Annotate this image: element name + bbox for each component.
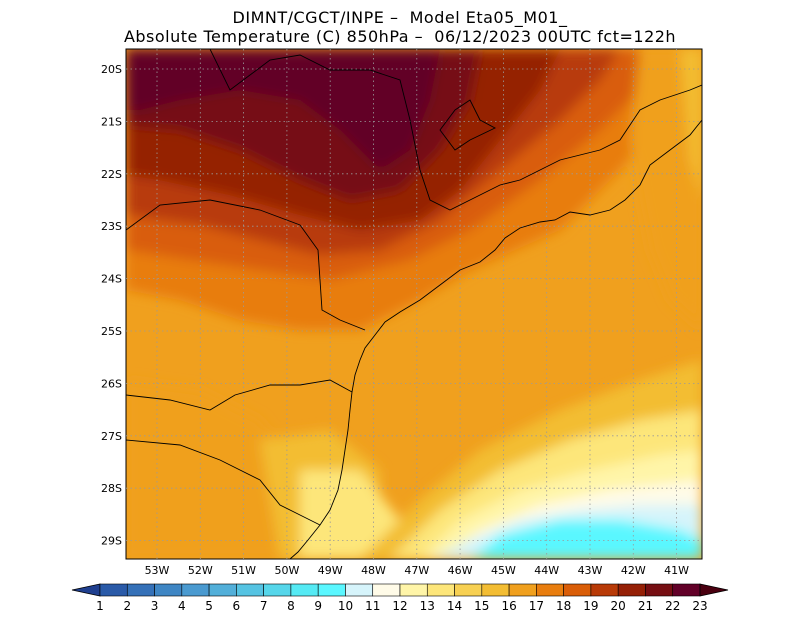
state-border-sc-rs bbox=[126, 439, 321, 526]
colorbar-segment bbox=[454, 583, 483, 597]
lat-label: 25S bbox=[101, 325, 122, 338]
longitude-labels: 53W 52W 51W 50W 49W 48W 47W 46W 45W 44W 43W 42W 41W bbox=[145, 564, 690, 577]
lat-lon-grid bbox=[126, 49, 702, 559]
lon-label: 49W bbox=[318, 564, 343, 577]
colorbar-segment bbox=[236, 583, 264, 597]
colorbar-tick-label: 19 bbox=[583, 599, 598, 613]
lon-label: 47W bbox=[404, 564, 429, 577]
lat-label: 21S bbox=[101, 115, 122, 128]
reservoir-outline bbox=[439, 99, 496, 151]
colorbar-tick-label: 11 bbox=[365, 599, 380, 613]
colorbar-tick-label: 21 bbox=[638, 599, 653, 613]
lon-label: 41W bbox=[664, 564, 689, 577]
colorbar-tick-label: 8 bbox=[287, 599, 295, 613]
coastline-borders bbox=[126, 49, 702, 559]
colorbar-segment bbox=[181, 583, 210, 597]
lat-label: 22S bbox=[101, 168, 122, 181]
latitude-labels: 20S 21S 22S 23S 24S 25S 26S 27S 28S 29S bbox=[101, 63, 122, 548]
state-border-rj-es bbox=[519, 84, 702, 181]
colorbar-tick-label: 13 bbox=[420, 599, 435, 613]
lon-label: 43W bbox=[578, 564, 603, 577]
colorbar-tick-label: 20 bbox=[611, 599, 626, 613]
coastline bbox=[289, 119, 702, 559]
lon-label: 48W bbox=[361, 564, 386, 577]
colorbar-segment bbox=[426, 583, 455, 597]
colorbar-tick-label: 2 bbox=[123, 599, 131, 613]
colorbar-tick-label: 3 bbox=[151, 599, 159, 613]
lon-label: 52W bbox=[188, 564, 213, 577]
colorbar-high-arrow bbox=[699, 583, 729, 597]
colorbar-segment bbox=[372, 583, 401, 597]
state-border-ms-sp bbox=[126, 199, 366, 331]
plot-frame bbox=[125, 48, 703, 560]
colorbar-segment bbox=[317, 583, 346, 597]
colorbar-tick-label: 16 bbox=[501, 599, 516, 613]
colorbar-segment bbox=[208, 583, 237, 597]
colorbar-tick-label: 6 bbox=[233, 599, 241, 613]
lat-label: 23S bbox=[101, 220, 122, 233]
colorbar-tick-label: 10 bbox=[338, 599, 353, 613]
lon-label: 51W bbox=[231, 564, 256, 577]
colorbar-segment bbox=[345, 583, 374, 597]
lon-label: 46W bbox=[448, 564, 473, 577]
colorbar-segment bbox=[672, 583, 701, 597]
lat-label: 27S bbox=[101, 430, 122, 443]
colorbar-labels: 1 2 3 4 5 6 7 8 9 10 11 12 13 14 15 16 17 18 19 20 21 22 23 bbox=[96, 599, 707, 613]
colorbar-tick-label: 7 bbox=[260, 599, 268, 613]
lon-label: 44W bbox=[534, 564, 559, 577]
colorbar-tick-label: 22 bbox=[665, 599, 680, 613]
colorbar-tick-label: 17 bbox=[529, 599, 544, 613]
map-title-line2: Absolute Temperature (C) 850hPa – 06/12/… bbox=[123, 27, 677, 46]
lat-label: 20S bbox=[101, 63, 122, 76]
colorbar-segment bbox=[263, 583, 292, 597]
colorbar-tick-label: 18 bbox=[556, 599, 571, 613]
colorbar-segment bbox=[399, 583, 428, 597]
colorbar-tick-label: 5 bbox=[205, 599, 213, 613]
lat-label: 24S bbox=[101, 273, 122, 286]
lat-label: 26S bbox=[101, 377, 122, 390]
colorbar bbox=[71, 583, 729, 597]
colorbar-segment bbox=[508, 583, 537, 597]
lon-label: 50W bbox=[274, 564, 299, 577]
colorbar-segment bbox=[536, 583, 564, 597]
colorbar-tick-label: 15 bbox=[474, 599, 489, 613]
map-title-line1: DIMNT/CGCT/INPE – Model Eta05_M01_ bbox=[232, 8, 568, 27]
colorbar-segment bbox=[290, 583, 319, 597]
colorbar-tick-label: 1 bbox=[96, 599, 104, 613]
colorbar-segment bbox=[481, 583, 510, 597]
colorbar-segment bbox=[590, 583, 619, 597]
colorbar-tick-label: 14 bbox=[447, 599, 462, 613]
colorbar-segment bbox=[563, 583, 592, 597]
temperature-field bbox=[126, 49, 702, 559]
state-border-mg bbox=[209, 49, 521, 211]
lat-label: 28S bbox=[101, 482, 122, 495]
colorbar-low-arrow bbox=[71, 583, 101, 597]
lon-label: 53W bbox=[145, 564, 170, 577]
colorbar-segment bbox=[645, 583, 674, 597]
colorbar-segment bbox=[99, 583, 128, 597]
colorbar-tick-label: 4 bbox=[178, 599, 186, 613]
state-border-pr-sc bbox=[126, 379, 353, 411]
lon-label: 42W bbox=[621, 564, 646, 577]
lon-label: 45W bbox=[491, 564, 516, 577]
colorbar-segment bbox=[154, 583, 183, 597]
colorbar-tick-label: 23 bbox=[692, 599, 707, 613]
lat-label: 29S bbox=[101, 535, 122, 548]
colorbar-tick-label: 12 bbox=[392, 599, 407, 613]
colorbar-tick-label: 9 bbox=[314, 599, 322, 613]
colorbar-segment bbox=[617, 583, 646, 597]
colorbar-segment bbox=[126, 583, 155, 597]
